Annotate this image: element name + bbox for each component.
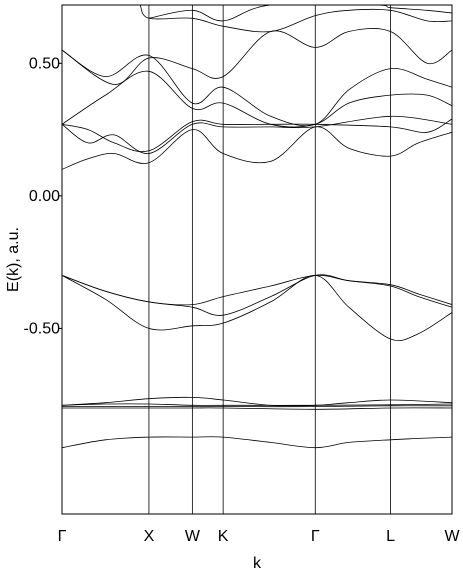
band-line-13	[62, 49, 452, 127]
band-line-2	[62, 407, 452, 410]
band-lines	[62, 5, 452, 449]
band-line-1	[62, 436, 452, 449]
x-axis-label: k	[253, 555, 262, 572]
band-line-10	[62, 115, 452, 154]
y-tick-label: 0.00	[29, 188, 60, 205]
band-line-11	[62, 118, 452, 153]
y-tick-label: -0.50	[24, 320, 61, 337]
x-tick-label: W	[185, 528, 201, 545]
y-ticks: 0.50 0.00 -0.50	[24, 55, 62, 337]
band-line-6	[62, 274, 452, 342]
band-line-7	[62, 274, 452, 316]
band-line-12	[62, 70, 452, 128]
band-line-9	[62, 126, 452, 170]
k-point-lines	[148, 5, 391, 514]
x-tick-label: W	[444, 528, 460, 545]
y-axis-label: E(k), a.u.	[5, 227, 22, 292]
x-tick-label: X	[144, 528, 155, 545]
band-line-16	[148, 5, 452, 22]
x-tick-label: Γ	[58, 528, 67, 545]
band-line-3	[62, 405, 452, 408]
band-line-5	[62, 396, 452, 407]
plot-frame	[61, 4, 453, 515]
band-line-8	[62, 274, 452, 306]
band-line-14	[62, 28, 452, 85]
band-line-4	[62, 403, 452, 406]
band-line-15	[139, 5, 452, 33]
x-tick-label: K	[218, 528, 229, 545]
x-tick-label: L	[386, 528, 395, 545]
x-tick-label: Γ	[311, 528, 320, 545]
y-tick-label: 0.50	[29, 55, 60, 72]
